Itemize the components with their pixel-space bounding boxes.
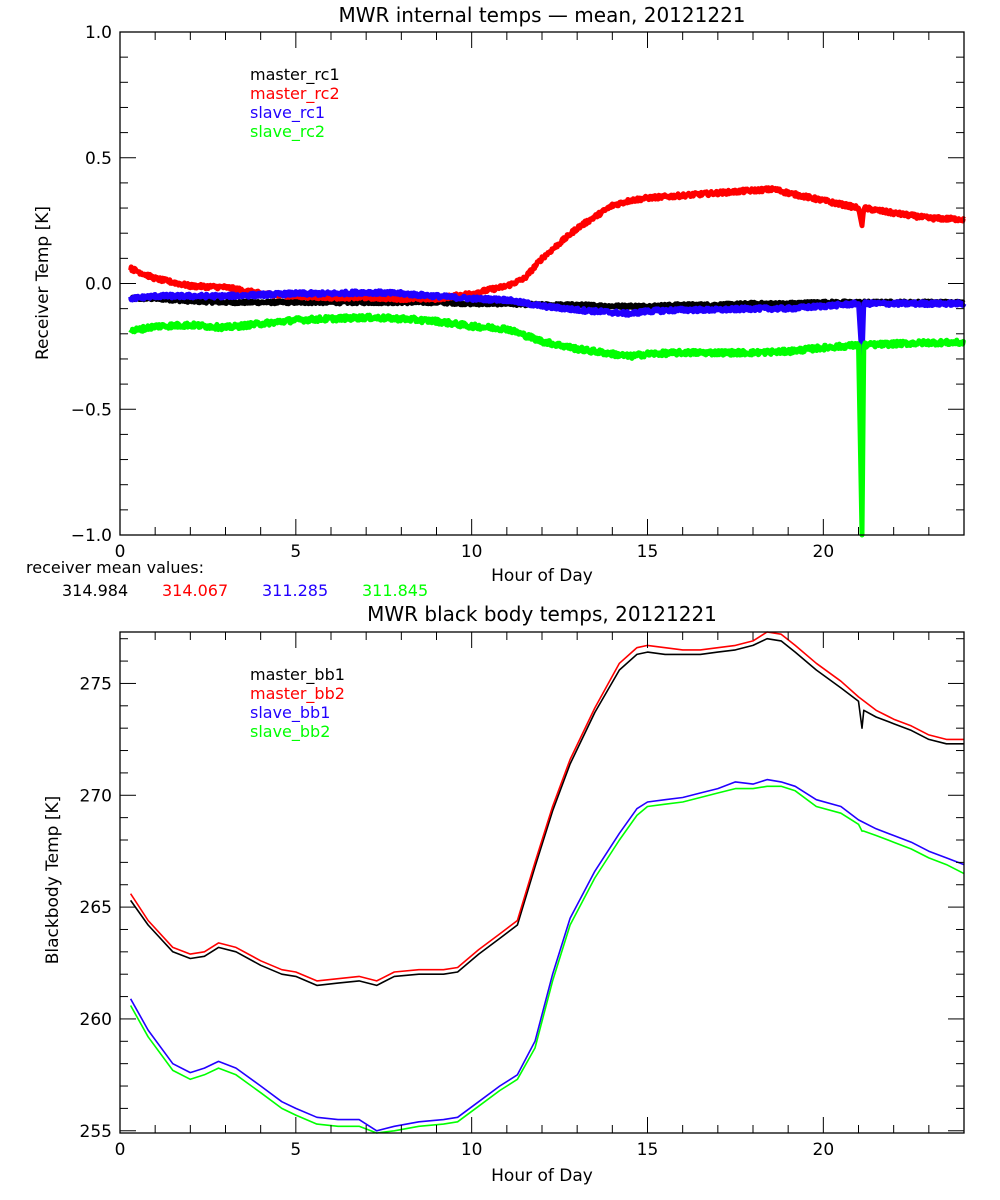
y-tick-label: −1.0 <box>71 526 112 546</box>
legend-entry: slave_rc2 <box>250 122 325 142</box>
y-tick-label: 0.5 <box>85 149 112 169</box>
series-line-slave-rc2 <box>128 312 967 538</box>
series-line-master-rc2 <box>128 185 966 304</box>
y-tick-label: 275 <box>80 674 112 694</box>
series-line-slave-bb1 <box>129 778 965 1132</box>
mean-value-slave-rc2: 311.845 <box>362 581 428 600</box>
x-tick-label: 0 <box>115 1140 126 1160</box>
x-tick-label: 0 <box>115 542 126 562</box>
series-line-slave-bb2 <box>129 785 965 1134</box>
series-group <box>128 185 967 538</box>
legend: master_rc1 master_rc2 slave_rc1 slave_rc… <box>250 65 340 142</box>
axes: 0 5 10 15 20 −1.0 −0.5 0.0 0.5 1.0 <box>71 23 965 562</box>
y-tick-label: 1.0 <box>85 23 112 43</box>
legend-entry: master_bb2 <box>250 684 345 704</box>
mean-value-master-rc2: 314.067 <box>162 581 228 600</box>
y-tick-label: 260 <box>80 1010 112 1030</box>
plot-frame <box>119 631 965 1134</box>
x-tick-label: 10 <box>461 542 483 562</box>
mean-value-master-rc1: 314.984 <box>62 581 128 600</box>
x-tick-label: 5 <box>290 1140 301 1160</box>
x-tick-label: 15 <box>637 542 659 562</box>
mean-value-slave-rc1: 311.285 <box>262 581 328 600</box>
y-tick-label: 255 <box>80 1122 112 1142</box>
y-axis-label: Receiver Temp [K] <box>33 206 53 360</box>
axes: 0 5 10 15 20 255 260 265 270 275 <box>80 631 965 1160</box>
legend-entry: slave_bb1 <box>250 703 330 723</box>
legend: master_bb1 master_bb2 slave_bb1 slave_bb… <box>250 665 345 742</box>
series-line-slave-rc1 <box>128 288 967 362</box>
legend-entry: master_rc1 <box>250 65 340 85</box>
footer-label: receiver mean values: <box>26 558 204 577</box>
x-tick-label: 20 <box>813 1140 835 1160</box>
series-line-master-bb2 <box>129 631 964 982</box>
legend-entry: slave_rc1 <box>250 103 325 123</box>
x-axis-label: Hour of Day <box>491 1166 593 1186</box>
plot-frame <box>119 31 965 536</box>
internal-temps-chart: MWR internal temps — mean, 20121221 0 5 10… <box>26 3 967 600</box>
x-tick-label: 10 <box>461 1140 483 1160</box>
x-tick-label: 15 <box>637 1140 659 1160</box>
y-tick-label: 0.0 <box>85 275 112 295</box>
x-tick-label: 5 <box>290 542 301 562</box>
y-tick-label: 270 <box>80 786 112 806</box>
chart-title: MWR black body temps, 20121221 <box>367 602 717 626</box>
series-line-master-bb1 <box>129 637 964 987</box>
x-axis-label: Hour of Day <box>491 566 593 586</box>
y-tick-label: −0.5 <box>71 400 112 420</box>
receiver-mean-footer: receiver mean values: 314.984 314.067 31… <box>26 558 428 600</box>
y-tick-label: 265 <box>80 898 112 918</box>
legend-entry: master_bb1 <box>250 665 345 685</box>
chart-title: MWR internal temps — mean, 20121221 <box>338 3 745 27</box>
series-group <box>129 631 965 1134</box>
y-axis-label: Blackbody Temp [K] <box>43 796 63 965</box>
legend-entry: master_rc2 <box>250 84 340 104</box>
blackbody-temps-chart: MWR black body temps, 20121221 0 5 10 15 20 2… <box>43 602 965 1186</box>
legend-entry: slave_bb2 <box>250 722 330 742</box>
x-tick-label: 20 <box>813 542 835 562</box>
